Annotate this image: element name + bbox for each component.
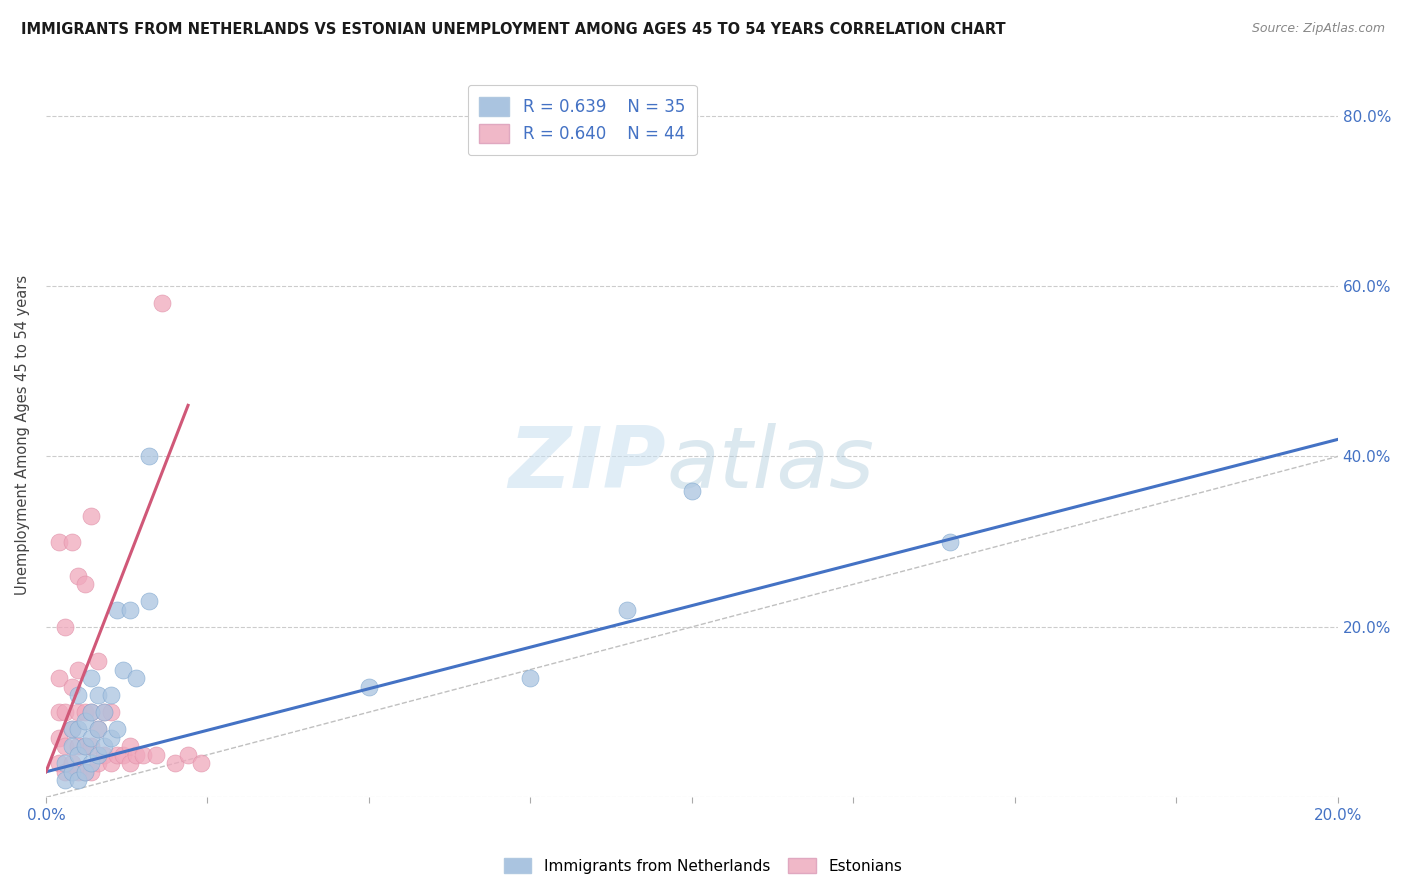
- Point: [118, 603, 141, 617]
- Point: [67, 764, 90, 779]
- Point: [60, 756, 83, 771]
- Point: [80, 764, 103, 779]
- Point: [53, 620, 76, 634]
- Point: [60, 722, 83, 736]
- Point: [100, 705, 122, 719]
- Point: [80, 739, 103, 754]
- Text: ZIP: ZIP: [509, 423, 666, 506]
- Point: [105, 603, 128, 617]
- Point: [93, 739, 115, 754]
- Point: [86, 654, 108, 668]
- Point: [132, 747, 155, 762]
- Point: [177, 747, 200, 762]
- Point: [73, 705, 96, 719]
- Point: [86, 722, 108, 736]
- Point: [48, 756, 70, 771]
- Point: [67, 688, 90, 702]
- Point: [681, 483, 703, 498]
- Point: [105, 722, 128, 736]
- Point: [145, 747, 167, 762]
- Point: [48, 534, 70, 549]
- Point: [67, 773, 90, 788]
- Point: [80, 509, 103, 524]
- Point: [60, 739, 83, 754]
- Point: [125, 747, 148, 762]
- Point: [93, 705, 115, 719]
- Point: [60, 722, 83, 736]
- Point: [138, 594, 160, 608]
- Point: [73, 739, 96, 754]
- Point: [112, 663, 135, 677]
- Point: [60, 534, 83, 549]
- Point: [73, 577, 96, 591]
- Point: [100, 756, 122, 771]
- Point: [125, 671, 148, 685]
- Point: [67, 569, 90, 583]
- Point: [118, 756, 141, 771]
- Legend: R = 0.639    N = 35, R = 0.640    N = 44: R = 0.639 N = 35, R = 0.640 N = 44: [468, 85, 697, 155]
- Point: [150, 296, 173, 310]
- Text: Source: ZipAtlas.com: Source: ZipAtlas.com: [1251, 22, 1385, 36]
- Point: [93, 747, 115, 762]
- Point: [80, 705, 103, 719]
- Point: [73, 764, 96, 779]
- Point: [118, 739, 141, 754]
- Point: [53, 705, 76, 719]
- Point: [48, 705, 70, 719]
- Point: [112, 747, 135, 762]
- Point: [67, 705, 90, 719]
- Point: [67, 739, 90, 754]
- Point: [53, 773, 76, 788]
- Point: [105, 747, 128, 762]
- Point: [48, 671, 70, 685]
- Point: [73, 739, 96, 754]
- Point: [60, 680, 83, 694]
- Point: [616, 603, 638, 617]
- Point: [67, 747, 90, 762]
- Point: [93, 705, 115, 719]
- Y-axis label: Unemployment Among Ages 45 to 54 years: Unemployment Among Ages 45 to 54 years: [15, 275, 30, 595]
- Point: [190, 756, 212, 771]
- Point: [80, 756, 103, 771]
- Point: [60, 764, 83, 779]
- Point: [80, 671, 103, 685]
- Point: [73, 714, 96, 728]
- Point: [53, 739, 76, 754]
- Point: [53, 756, 76, 771]
- Point: [48, 731, 70, 745]
- Point: [86, 747, 108, 762]
- Legend: Immigrants from Netherlands, Estonians: Immigrants from Netherlands, Estonians: [498, 852, 908, 880]
- Point: [100, 688, 122, 702]
- Point: [67, 722, 90, 736]
- Text: IMMIGRANTS FROM NETHERLANDS VS ESTONIAN UNEMPLOYMENT AMONG AGES 45 TO 54 YEARS C: IMMIGRANTS FROM NETHERLANDS VS ESTONIAN …: [21, 22, 1005, 37]
- Point: [357, 680, 380, 694]
- Point: [86, 756, 108, 771]
- Point: [165, 756, 187, 771]
- Text: atlas: atlas: [666, 423, 875, 506]
- Point: [86, 722, 108, 736]
- Point: [86, 688, 108, 702]
- Point: [138, 450, 160, 464]
- Point: [73, 764, 96, 779]
- Point: [67, 663, 90, 677]
- Point: [939, 534, 962, 549]
- Point: [53, 764, 76, 779]
- Point: [80, 705, 103, 719]
- Point: [80, 731, 103, 745]
- Point: [100, 731, 122, 745]
- Point: [519, 671, 541, 685]
